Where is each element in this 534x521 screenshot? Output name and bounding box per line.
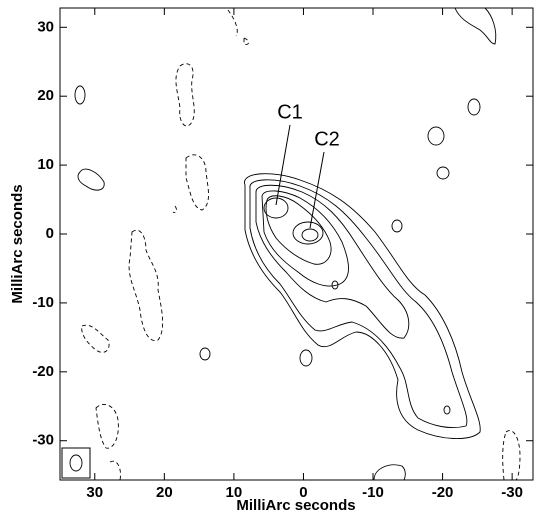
y-tick-label: 10 <box>37 156 54 173</box>
contour <box>299 349 313 367</box>
y-tick-label: 20 <box>37 87 54 104</box>
contour <box>454 7 497 45</box>
beam <box>69 454 83 472</box>
contour <box>227 9 249 45</box>
x-tick-label: -30 <box>501 484 523 501</box>
contour <box>77 168 105 191</box>
contour <box>427 126 445 146</box>
contour <box>391 219 403 233</box>
contour <box>261 190 349 287</box>
contour <box>81 324 110 353</box>
annotation: C2 <box>314 128 340 150</box>
x-tick-label: 0 <box>299 484 307 501</box>
contour <box>128 229 164 342</box>
contours <box>74 7 521 481</box>
contour <box>301 228 319 242</box>
plot-frame <box>59 7 534 481</box>
beam-box <box>61 447 91 479</box>
annotation-line <box>309 151 325 229</box>
y-tick-label: -20 <box>32 363 54 380</box>
contour <box>436 166 450 180</box>
contour <box>95 404 119 449</box>
contour <box>467 98 481 116</box>
contour <box>443 405 451 415</box>
y-tick-label: -30 <box>32 432 54 449</box>
contour <box>249 179 468 429</box>
x-axis-title: MilliArc seconds <box>236 497 355 514</box>
annotation-line <box>275 124 291 206</box>
contour <box>175 63 195 127</box>
contour <box>265 195 332 265</box>
y-tick-label: -10 <box>32 294 54 311</box>
contour <box>109 460 121 481</box>
contour <box>185 154 209 211</box>
contour <box>331 280 339 290</box>
contour <box>263 197 289 219</box>
contour <box>292 221 324 245</box>
contour <box>244 173 481 440</box>
contour <box>199 347 211 361</box>
contour <box>172 205 177 213</box>
contour <box>255 184 410 339</box>
y-axis-title: MilliArc seconds <box>9 184 26 303</box>
y-tick-label: 30 <box>37 18 54 35</box>
x-tick-label: -10 <box>362 484 384 501</box>
y-tick-label: 0 <box>46 225 54 242</box>
contour <box>373 464 406 481</box>
contour <box>502 430 521 481</box>
contour <box>74 85 86 105</box>
x-tick-label: 30 <box>86 484 103 501</box>
annotation: C1 <box>277 101 303 123</box>
x-tick-label: -20 <box>432 484 454 501</box>
x-tick-label: 10 <box>226 484 243 501</box>
x-tick-label: 20 <box>156 484 173 501</box>
